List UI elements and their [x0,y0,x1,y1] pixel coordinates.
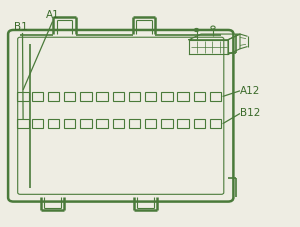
Bar [48,119,59,128]
Bar [194,119,205,128]
Bar [48,92,59,101]
Bar [129,92,140,101]
Bar [80,92,92,101]
Bar [177,119,189,128]
Bar [210,119,221,128]
Text: B12: B12 [240,109,260,118]
Text: A12: A12 [240,86,260,96]
Bar [145,119,156,128]
Bar [80,119,92,128]
Bar [210,92,221,101]
Bar [64,119,75,128]
Bar [161,119,172,128]
Bar [194,92,205,101]
Bar [32,92,43,101]
Text: B1: B1 [14,22,28,32]
Bar [145,92,156,101]
Text: A1: A1 [46,10,59,20]
Bar [32,119,43,128]
Bar [64,92,75,101]
Bar [17,92,29,101]
Bar [112,92,124,101]
Bar [161,92,172,101]
Bar [96,119,108,128]
Bar [129,119,140,128]
Bar [96,92,108,101]
Bar [177,92,189,101]
Bar [112,119,124,128]
Bar [17,119,29,128]
